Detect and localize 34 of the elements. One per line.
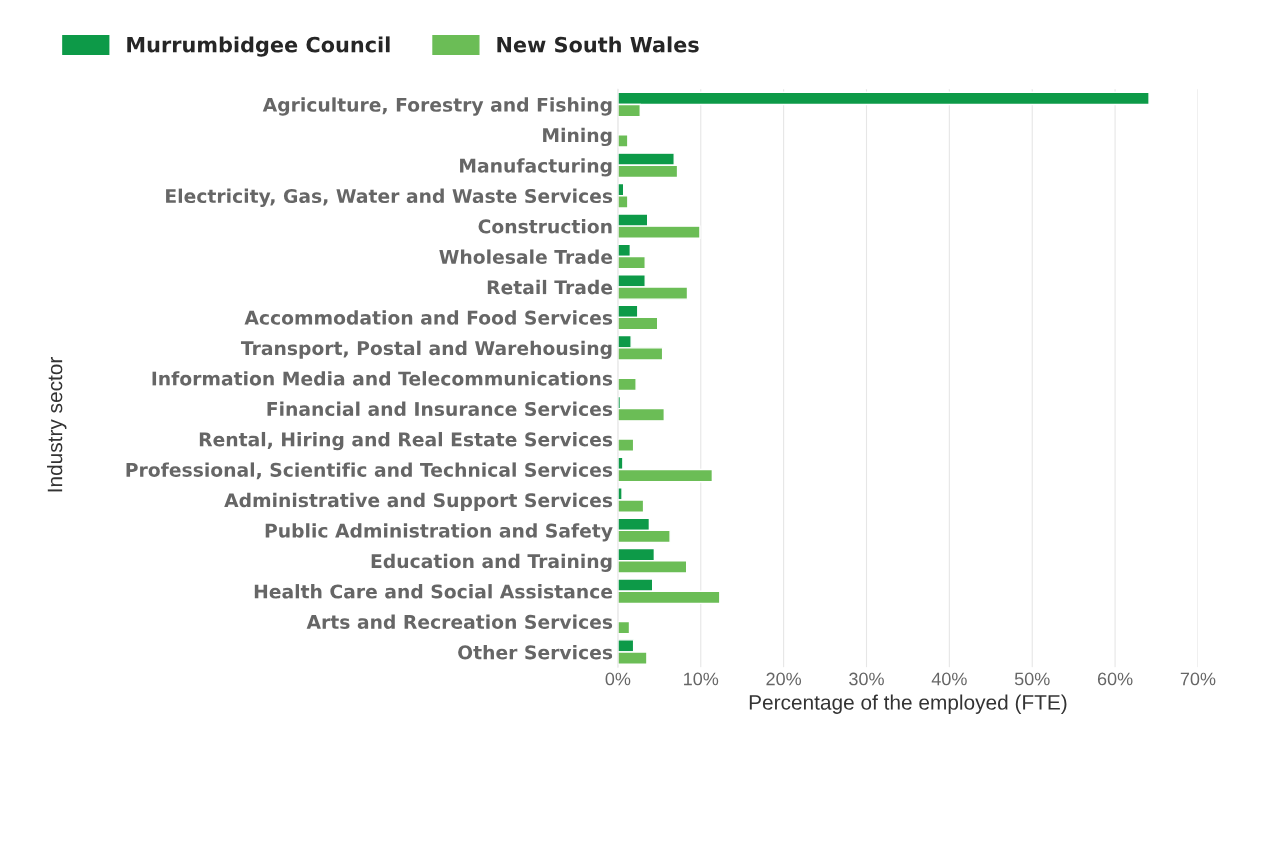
bar: [617, 438, 635, 452]
x-tick-label: 0%: [605, 672, 631, 686]
y-tick-label: Financial and Insurance Services: [267, 401, 613, 417]
bar: [617, 134, 629, 148]
x-axis-title: Percentage of the employed (FTE): [749, 694, 1067, 714]
y-tick-label: Other Services: [458, 644, 613, 660]
y-axis-title: Industry sector: [47, 357, 67, 492]
y-tick-label: Wholesale Trade: [439, 249, 613, 264]
y-tick-label: Education and Training: [371, 553, 612, 572]
y-tick-label: Retail Trade: [487, 279, 613, 295]
x-tick-label: 30%: [849, 672, 884, 686]
y-tick-label: Construction: [478, 219, 612, 234]
y-tick-label: Administrative and Support Services: [224, 492, 613, 511]
y-tick-label: Electricity, Gas, Water and Waste Services: [166, 188, 613, 207]
x-tick-label: 10%: [684, 672, 719, 686]
y-tick-label: Public Administration and Safety: [265, 523, 613, 542]
y-tick-label: Health Care and Social Assistance: [254, 584, 613, 599]
x-tick-label: 60%: [1097, 672, 1133, 686]
y-tick-label: Agriculture, Forestry and Fishing: [262, 97, 612, 116]
y-tick-label: Information Media and Telecommunications: [152, 371, 613, 386]
y-tick-label: Mining: [543, 127, 612, 147]
bar: [617, 377, 637, 392]
x-tick-label: 50%: [1014, 672, 1050, 686]
y-tick-label: Accommodation and Food Services: [244, 310, 613, 325]
legend-label: New South Wales: [497, 36, 699, 53]
x-tick-label: 70%: [1180, 672, 1216, 686]
x-tick-label: 20%: [766, 672, 802, 686]
x-tick-label: 40%: [931, 672, 967, 686]
y-tick-label: Transport, Postal and Warehousing: [240, 340, 612, 359]
y-tick-label: Arts and Recreation Services: [306, 614, 613, 630]
legend-label: Murrumbidgee Council: [127, 36, 390, 57]
y-tick-label: Rental, Hiring and Real Estate Services: [199, 431, 613, 451]
y-tick-label: Professional, Scientific and Technical Services: [126, 462, 613, 480]
y-tick-label: Manufacturing: [460, 158, 612, 177]
